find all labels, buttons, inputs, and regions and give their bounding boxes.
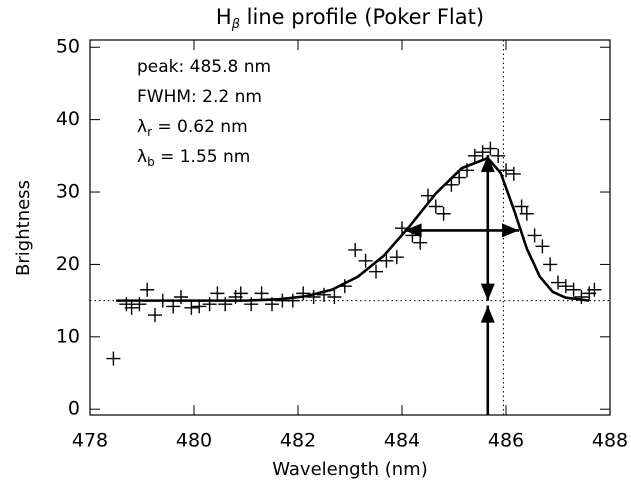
data-point [285,293,300,308]
y-tick-label: 10 [56,325,80,347]
data-point [306,289,321,304]
data-point [506,166,521,181]
data-point [452,170,467,185]
data-point [535,239,550,254]
data-point [327,289,342,304]
data-point [379,253,394,268]
data-point [514,199,529,214]
x-tick-label: 486 [488,430,524,452]
annotation: λb = 1.55 nm [137,147,250,169]
x-tick-label: 482 [280,430,316,452]
annotation-subscript: b [147,155,155,169]
data-point [566,282,581,297]
annotation: peak: 485.8 nm [137,57,271,77]
fit-line [116,156,590,302]
data-point [519,206,534,221]
chart-title: Hβ line profile (Poker Flat) [216,5,484,32]
data-point [106,351,121,366]
data-point [210,286,225,301]
data-point [444,177,459,192]
data-point [148,308,162,323]
y-axis-label: Brightness [13,180,34,276]
data-point [317,287,331,302]
data-point [491,148,506,163]
data-point [369,264,383,279]
data-point [587,282,602,297]
data-point [467,148,482,163]
data-point [436,206,451,221]
data-point [124,300,139,315]
annotation-text: λ [137,147,147,167]
x-tick-label: 480 [176,430,212,452]
annotation-text: λ [137,117,147,137]
annotation-text: FWHM: 2.2 nm [137,87,262,107]
data-point [140,282,155,297]
y-tick-label: 40 [56,108,80,130]
data-point [543,257,558,272]
data-point [358,253,373,268]
arrow-head [502,223,519,238]
data-point [574,289,589,304]
y-tick-label: 30 [56,181,80,203]
data-point [389,250,404,265]
x-tick-label: 484 [384,430,420,452]
data-point [428,199,443,214]
arrow-head [480,305,495,323]
annotation-text: = 0.62 nm [152,117,248,137]
arrow-head [404,223,422,238]
x-tick-label: 488 [592,430,628,452]
y-tick-label: 0 [68,398,80,420]
data-point [527,228,542,243]
data-point [558,279,573,294]
data-point [551,275,565,290]
annotation-text: = 1.55 nm [155,147,251,167]
plot-frame [89,39,611,416]
x-tick-label: 478 [72,430,108,452]
arrow-head [480,155,495,173]
x-axis-label: Wavelength (nm) [272,459,428,480]
annotation: λr = 0.62 nm [137,117,248,139]
annotation: FWHM: 2.2 nm [137,87,262,107]
arrow-head [480,283,495,301]
data-point [184,300,199,315]
data-point [348,242,363,257]
data-point [254,286,269,301]
annotation-subscript: r [147,125,152,139]
data-point [413,235,428,250]
data-point [296,286,311,301]
y-tick-label: 50 [56,36,80,58]
y-tick-label: 20 [56,253,80,275]
data-point [233,286,248,301]
data-point [499,163,513,178]
data-point [475,145,490,160]
annotation-text: peak: 485.8 nm [137,57,271,77]
data-point [483,141,498,156]
